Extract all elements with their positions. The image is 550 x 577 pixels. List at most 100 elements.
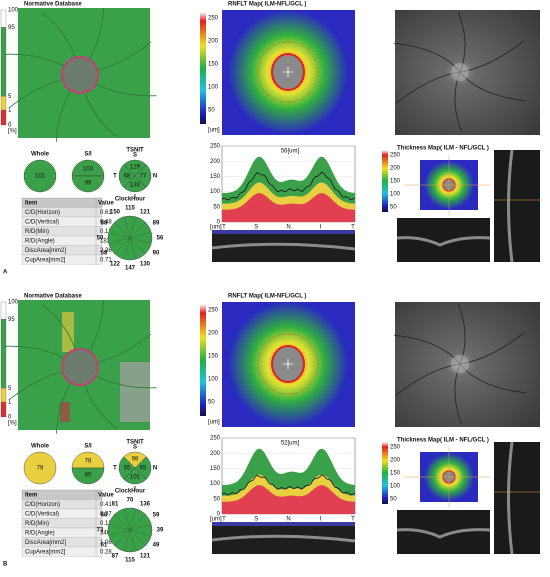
clockhour-value: 56 <box>157 236 164 242</box>
clockhour-value: 121 <box>140 210 151 216</box>
clockhour-value: 121 <box>140 554 151 560</box>
table-cell: 0.71 <box>100 257 112 263</box>
table-header: Item <box>25 492 37 498</box>
clock-divider <box>129 524 152 531</box>
profile-xlabel: T <box>222 517 226 523</box>
clockhour-value: 39 <box>157 528 164 534</box>
thickness-scale-label: 50 <box>390 205 397 211</box>
bscan-bottom <box>397 218 490 262</box>
si-value: 99 <box>85 181 92 187</box>
profile-xlabel: N <box>286 225 290 231</box>
tsnit-value: 129 <box>130 165 141 171</box>
clock-divider <box>129 237 136 260</box>
thickness-scale-label: 100 <box>390 484 401 490</box>
clock-divider <box>129 232 152 239</box>
tsnit-letter: I <box>134 487 136 493</box>
bscan-right-layer <box>507 441 514 555</box>
table-cell: 183 <box>100 238 111 244</box>
table-cell: 0.41 <box>100 502 112 508</box>
whole-value: 101 <box>35 174 46 180</box>
profile-ytick: 250 <box>210 144 221 150</box>
clock-divider <box>129 237 146 254</box>
table-header: Item <box>25 200 37 206</box>
table-cell: 2.36 <box>100 248 112 254</box>
tsnit-letter: S <box>133 445 137 451</box>
scale-segment <box>0 401 7 418</box>
bscan-header <box>212 522 355 526</box>
map-scale-label: 50 <box>208 400 215 406</box>
clockhour-value: 130 <box>140 262 151 268</box>
table-cell: C/D(Vertical) <box>25 219 59 225</box>
si-upper <box>71 451 105 469</box>
profile-xlabel: I <box>320 517 322 523</box>
scale-label: 95 <box>8 25 15 31</box>
si-lower <box>71 467 105 485</box>
clockhour-value: 87 <box>112 554 119 560</box>
scale-label: 1 <box>8 108 12 114</box>
thickness-cross <box>404 447 490 507</box>
fundus-disc <box>451 63 469 81</box>
rnflt-title: RNFLT Map( ILM-NFL/GCL ) <box>228 294 306 300</box>
table-row-bg <box>21 254 103 265</box>
thickness-title: Thickness Map( ILM - NFL/GCL ) <box>397 146 489 152</box>
profile-ytick: 150 <box>210 466 221 472</box>
scale-segment <box>0 96 7 111</box>
profile-ytick: 200 <box>210 159 221 165</box>
profile-ytick: 50 <box>213 204 220 210</box>
panel-label: B <box>3 562 8 568</box>
clockhour-value: 73 <box>97 528 104 534</box>
clockhour-value: 58 <box>101 251 108 257</box>
profile-ytick: 100 <box>210 189 221 195</box>
profile-ytick: 150 <box>210 174 221 180</box>
table-cell: C/D(Horizon) <box>25 210 60 216</box>
scale-label: 100 <box>8 8 19 14</box>
si-value: 103 <box>83 167 94 173</box>
clock-divider <box>129 216 136 239</box>
profile-ytick: 0 <box>217 512 221 518</box>
thickness-scale-label: 150 <box>390 179 401 185</box>
thickness-scale-label: 200 <box>390 458 401 464</box>
table-row-bg <box>21 546 103 557</box>
clock-divider <box>108 524 131 531</box>
normative-title: Normative Database <box>24 2 82 8</box>
whole-circle <box>23 159 57 193</box>
clock-divider <box>129 514 146 531</box>
thickness-title: Thickness Map( ILM - NFL/GCL ) <box>397 438 489 444</box>
profile-label: 56[um] <box>281 149 300 155</box>
scale-segment <box>0 319 7 389</box>
clock-divider <box>124 508 131 531</box>
table-cell: CupArea[mm2] <box>25 549 66 555</box>
clockhour-value: 60 <box>101 513 108 519</box>
map-scale-label: 50 <box>208 108 215 114</box>
clock-divider <box>124 216 131 239</box>
scale-segment <box>0 301 7 320</box>
map-unit: [um] <box>208 128 220 134</box>
bscan-layer <box>211 242 356 251</box>
thickness-colorbar <box>382 442 388 504</box>
rnflt-title: RNFLT Map( ILM-NFL/GCL ) <box>228 2 306 8</box>
si-value: 78 <box>85 459 92 465</box>
map-scale-label: 100 <box>208 377 219 383</box>
gray-patch <box>120 362 150 422</box>
whole-value: 79 <box>37 466 44 472</box>
bscan-header <box>212 230 355 234</box>
scale-label: 5 <box>8 94 12 100</box>
tsnit-value: 77 <box>140 174 147 180</box>
profile-xlabel: T <box>222 225 226 231</box>
clock-divider <box>114 237 131 254</box>
table-header: Value <box>98 492 114 498</box>
table-cell: 1.06 <box>100 540 112 546</box>
clockhour-value: 115 <box>125 558 135 564</box>
profile-label: 52[um] <box>281 441 300 447</box>
map-scale-label: 150 <box>208 62 219 68</box>
scale-segment <box>0 27 7 97</box>
si-lower <box>71 175 105 193</box>
thickness-scale-label: 200 <box>390 166 401 172</box>
table-cell: R/D(Angle) <box>25 530 55 536</box>
clockhour-value: 49 <box>153 543 160 549</box>
rnfl-ring <box>257 41 319 103</box>
tsnit-value: 55 <box>124 466 131 472</box>
bscan-bottom-layer <box>396 236 491 247</box>
clock-divider <box>108 237 131 244</box>
